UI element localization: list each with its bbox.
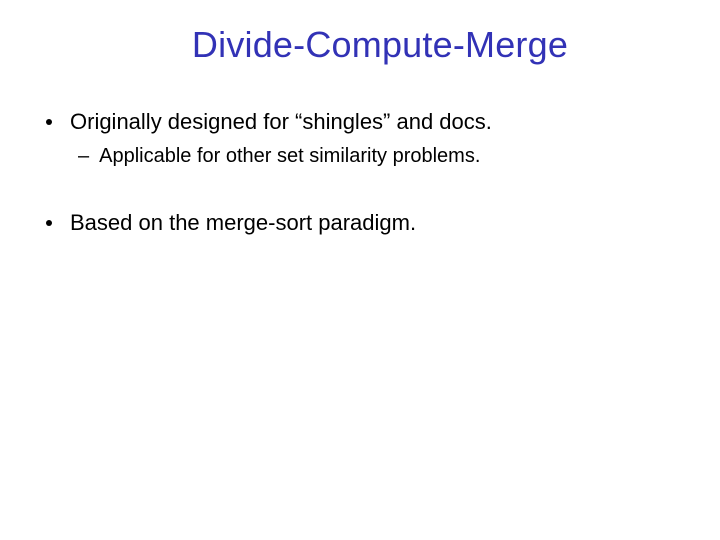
sub-bullet-text: Applicable for other set similarity prob…	[99, 143, 480, 169]
slide-content: Divide-Compute-Merge Originally designed…	[0, 0, 720, 540]
bullet-text: Originally designed for “shingles” and d…	[70, 108, 492, 137]
bullet-item: Originally designed for “shingles” and d…	[40, 108, 680, 137]
bullet-text: Based on the merge-sort paradigm.	[70, 209, 416, 238]
bullet-marker	[46, 119, 52, 125]
slide-title: Divide-Compute-Merge	[80, 24, 680, 66]
sub-bullet-item: – Applicable for other set similarity pr…	[78, 143, 680, 169]
spacer	[40, 197, 680, 209]
bullet-item: Based on the merge-sort paradigm.	[40, 209, 680, 238]
dash-marker: –	[78, 143, 89, 169]
bullet-marker	[46, 220, 52, 226]
